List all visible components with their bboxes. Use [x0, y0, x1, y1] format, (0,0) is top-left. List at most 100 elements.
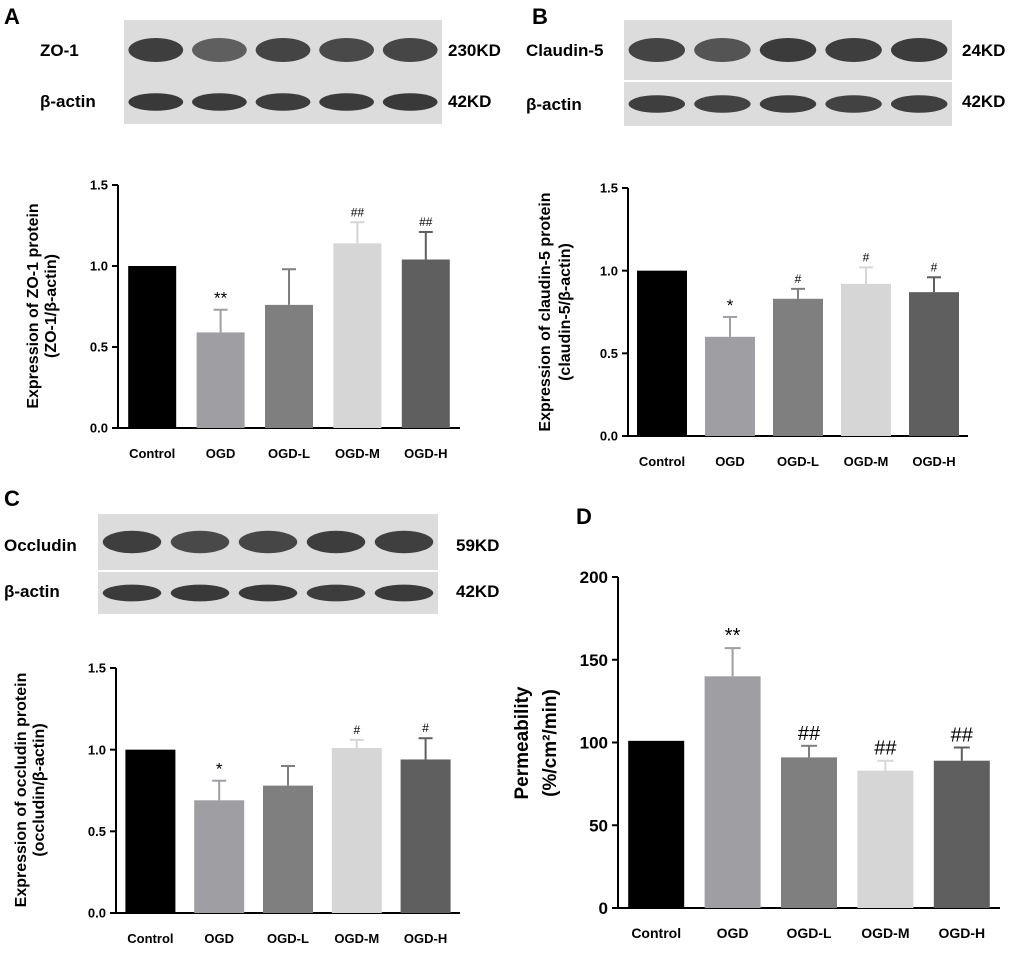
bar-control: [628, 740, 685, 908]
chart-1: 0.0 0.5 1.0 1.5 Control * OGD # OGD-L # OGD-M # OGD-…: [537, 181, 968, 469]
x-tick-label: Control: [639, 454, 685, 469]
blot-band: [306, 530, 366, 554]
y-tick-label: 1.5: [600, 181, 618, 196]
blot-band: [382, 38, 438, 62]
chart-3: 0 50 100 150 200 Control ** OGD ## OGD-L ## OGD-M ##…: [512, 568, 1000, 941]
significance-mark: ##: [419, 215, 433, 229]
blot-b-1: [624, 82, 952, 126]
blot-band: [170, 530, 230, 554]
chart-0: 0.0 0.5 1.0 1.5 Control ** OGD OGD-L ## OGD-M ## OG…: [25, 178, 460, 461]
blot-band: [319, 38, 374, 62]
y-axis-label: (occludin/β-actin): [31, 723, 48, 856]
blot-protein-label: β-actin: [4, 582, 60, 601]
y-tick-label: 0.0: [600, 429, 618, 444]
panel-letter-a: A: [4, 4, 20, 29]
significance-mark: #: [863, 250, 870, 264]
x-tick-label: OGD: [206, 446, 236, 461]
blot-band: [694, 38, 751, 62]
y-tick-label: 50: [589, 816, 608, 835]
x-tick-label: OGD: [204, 931, 234, 946]
y-axis-label: Permeability: [512, 686, 533, 799]
blot-band: [628, 38, 686, 62]
y-tick-label: 0.5: [600, 346, 618, 361]
y-tick-label: 1.5: [88, 661, 106, 676]
y-tick-label: 0.5: [90, 340, 108, 355]
y-tick-label: 200: [580, 568, 608, 587]
panel-letter-d: D: [576, 504, 592, 529]
significance-mark: ##: [798, 723, 821, 745]
significance-mark: ##: [874, 738, 897, 760]
blot-band: [890, 95, 948, 113]
y-tick-label: 0.0: [88, 906, 106, 921]
bar-ogd-m: [857, 770, 914, 908]
bar-ogd-l: [781, 757, 837, 908]
bar-ogd-h: [933, 760, 990, 908]
x-tick-label: OGD-M: [334, 931, 379, 946]
blot-band: [759, 38, 817, 62]
blot-band: [238, 584, 298, 602]
blot-band: [825, 38, 882, 62]
y-tick-label: 100: [580, 734, 608, 753]
blot-size-label: 24KD: [962, 41, 1005, 60]
blot-band: [238, 530, 298, 554]
blot-band: [102, 584, 162, 602]
y-tick-label: 0.0: [90, 421, 108, 436]
y-axis-label: (ZO-1/β-actin): [43, 254, 60, 358]
y-axis-label: (claudin-5/β-actin): [557, 243, 574, 381]
panel-letter-b: B: [532, 4, 548, 29]
blot-band: [890, 38, 948, 62]
blot-band: [694, 95, 751, 113]
panel-letter-c: C: [4, 486, 20, 511]
x-tick-label: OGD-H: [404, 446, 447, 461]
y-tick-label: 150: [580, 651, 608, 670]
blot-protein-label: Occludin: [4, 536, 77, 555]
y-tick-label: 1.0: [600, 263, 618, 278]
x-tick-label: Control: [129, 446, 175, 461]
blot-band: [306, 584, 366, 602]
blot-band: [170, 584, 230, 602]
blot-a-1: [124, 80, 442, 124]
bar-ogd: [704, 676, 761, 908]
blot-c-1: [98, 572, 438, 614]
bar-control: [125, 749, 176, 913]
blot-size-label: 230KD: [448, 41, 501, 60]
bar-ogd-l: [773, 298, 823, 436]
x-tick-label: OGD-H: [404, 931, 447, 946]
bar-ogd-m: [333, 243, 382, 428]
significance-mark: ##: [951, 724, 974, 746]
x-tick-label: Control: [127, 931, 173, 946]
blot-band: [192, 93, 247, 111]
blot-band: [255, 38, 311, 62]
y-tick-label: 0.5: [88, 824, 106, 839]
y-axis-label: Expression of ZO-1 protein: [25, 203, 42, 408]
y-axis-label: (%/cm²/min): [540, 689, 561, 797]
bar-ogd: [705, 336, 755, 436]
blot-protein-label: Claudin-5: [526, 41, 603, 60]
blot-band: [374, 530, 434, 554]
y-tick-label: 1.5: [90, 178, 108, 193]
bar-ogd-l: [263, 785, 313, 913]
bar-ogd-l: [265, 304, 313, 428]
blot-protein-label: β-actin: [40, 92, 96, 111]
blot-band: [825, 95, 882, 113]
bar-ogd-h: [909, 292, 959, 436]
bar-ogd-m: [841, 283, 891, 436]
x-tick-label: OGD-M: [861, 925, 909, 941]
bar-control: [128, 266, 177, 428]
y-axis-label: Expression of occludin protein: [13, 673, 30, 908]
significance-mark: #: [795, 272, 802, 286]
significance-mark: #: [422, 721, 429, 735]
x-tick-label: OGD-L: [777, 454, 819, 469]
blot-size-label: 59KD: [456, 536, 499, 555]
significance-mark: #: [931, 260, 938, 274]
blot-band: [128, 93, 184, 111]
y-tick-label: 1.0: [88, 742, 106, 757]
bar-ogd-h: [400, 759, 451, 913]
x-tick-label: OGD-L: [786, 925, 832, 941]
bar-ogd-h: [401, 259, 450, 428]
x-tick-label: OGD: [715, 454, 745, 469]
blot-band: [382, 93, 438, 111]
y-tick-label: 0: [599, 899, 608, 918]
y-tick-label: 1.0: [90, 259, 108, 274]
